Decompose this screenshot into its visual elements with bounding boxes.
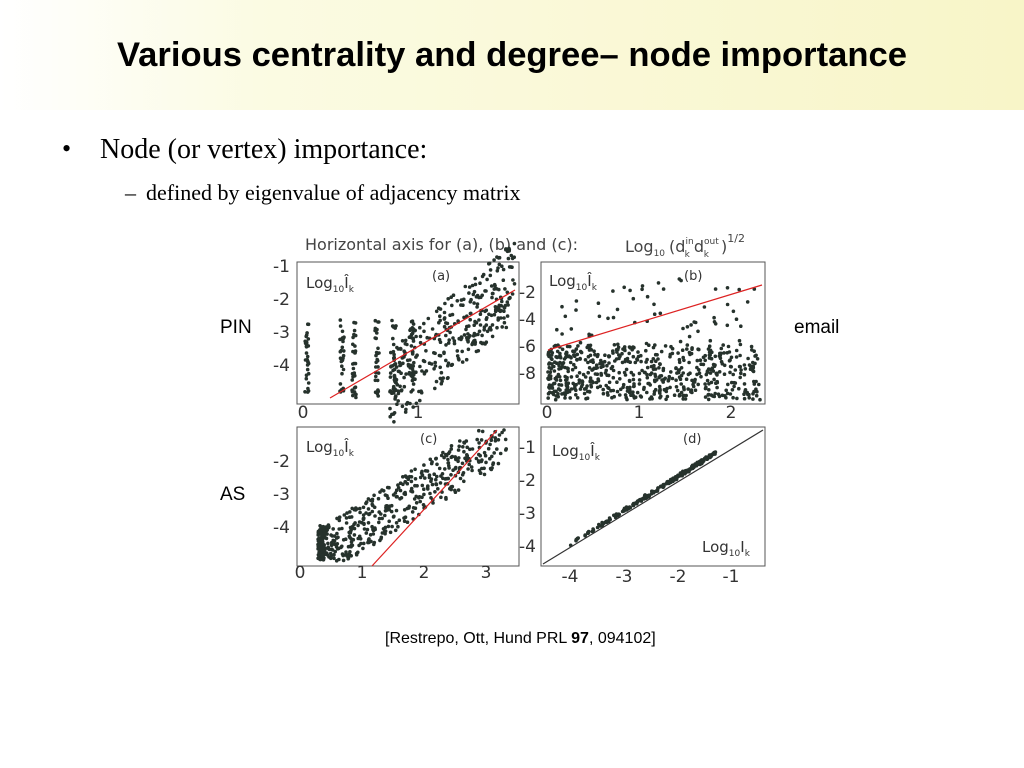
figure-header: Horizontal axis for (a), (b) and (c): bbox=[305, 235, 578, 254]
row-label: PIN bbox=[220, 317, 252, 338]
fit-line bbox=[329, 289, 516, 399]
x-tick-label: -3 bbox=[616, 567, 633, 587]
slide-title: Various centrality and degree– node impo… bbox=[117, 36, 907, 74]
x-tick-label: 0 bbox=[542, 403, 553, 423]
fit-line bbox=[542, 429, 764, 565]
axis-label: Log10Îk bbox=[306, 273, 355, 295]
axis-label: Log10Îk bbox=[549, 271, 598, 293]
panel-tag: (d) bbox=[683, 432, 701, 447]
bullet-text: Node (or vertex) importance: bbox=[100, 134, 427, 165]
x-tick-label: 3 bbox=[481, 563, 492, 583]
axis-label: Log10Îk bbox=[306, 437, 355, 459]
x-tick-label: 2 bbox=[726, 403, 737, 423]
axis-label: Log10Ik bbox=[702, 538, 751, 559]
x-tick-label: -4 bbox=[562, 567, 579, 587]
y-tick-label: -2 bbox=[273, 290, 290, 310]
fit-line bbox=[371, 429, 498, 567]
scatter-panel: -2 -3 -4 0 1 2 3 (c) Log10Îk bbox=[273, 426, 520, 583]
panel-tag: (c) bbox=[420, 432, 437, 447]
panel-frame bbox=[296, 261, 520, 405]
y-tick-label: -2 bbox=[519, 283, 536, 303]
row-label: AS bbox=[220, 484, 245, 505]
x-tick-label: 2 bbox=[419, 563, 430, 583]
x-tick-label: 1 bbox=[634, 403, 645, 423]
y-tick-label: -6 bbox=[519, 337, 536, 357]
panel-tag: (a) bbox=[432, 269, 450, 284]
y-tick-label: -4 bbox=[273, 518, 290, 538]
sub-bullet-dash: – bbox=[124, 180, 137, 205]
figure: Horizontal axis for (a), (b) and (c): Lo… bbox=[220, 232, 839, 587]
bullet-dot: • bbox=[62, 134, 71, 163]
y-tick-label: -8 bbox=[519, 364, 536, 384]
axis-label: Log10Îk bbox=[552, 441, 601, 463]
scatter-panel: -1 -2 -3 -4 0 1 (a) Log10Îk bbox=[273, 241, 520, 424]
y-tick-label: -3 bbox=[519, 504, 536, 524]
y-tick-label: -3 bbox=[273, 323, 290, 343]
scatter-panel: -1 -2 -3 -4 -4 -3 -2 -1 (d) Log10Îk Log10Ik bbox=[519, 426, 766, 587]
y-tick-label: -1 bbox=[273, 257, 290, 277]
citation: [Restrepo, Ott, Hund PRL 97, 094102] bbox=[385, 630, 656, 647]
y-tick-label: -1 bbox=[519, 438, 536, 458]
y-tick-label: -4 bbox=[273, 356, 290, 376]
fit-line bbox=[547, 284, 763, 351]
y-tick-label: -2 bbox=[273, 452, 290, 472]
y-tick-label: -2 bbox=[519, 471, 536, 491]
y-tick-label: -3 bbox=[273, 485, 290, 505]
x-tick-label: -2 bbox=[670, 567, 687, 587]
panel-tag: (b) bbox=[684, 269, 702, 284]
x-tick-label: -1 bbox=[723, 567, 740, 587]
right-label: email bbox=[794, 317, 839, 338]
scatter-panel: -2 -4 -6 -8 0 1 2 (b) Log10Îk bbox=[519, 261, 766, 423]
x-tick-label: 0 bbox=[295, 563, 306, 583]
x-tick-label: 1 bbox=[357, 563, 368, 583]
y-tick-label: -4 bbox=[519, 537, 536, 557]
y-tick-label: -4 bbox=[519, 310, 536, 330]
x-tick-label: 0 bbox=[298, 403, 309, 423]
header-band bbox=[0, 0, 1024, 110]
figure-formula: Log10 (din k dout k)1/2 bbox=[625, 232, 745, 260]
sub-bullet-text: defined by eigenvalue of adjacency matri… bbox=[146, 180, 520, 205]
x-tick-label: 1 bbox=[413, 403, 424, 423]
